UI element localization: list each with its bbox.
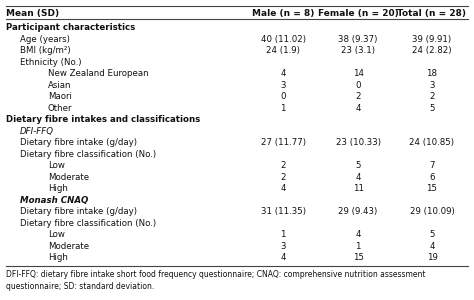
Text: 24 (10.85): 24 (10.85) (410, 138, 455, 147)
Text: 15: 15 (427, 184, 438, 193)
Text: 3: 3 (281, 81, 286, 90)
Text: 1: 1 (281, 103, 286, 112)
Text: 7: 7 (429, 161, 435, 170)
Text: 3: 3 (429, 81, 435, 90)
Text: Asian: Asian (48, 81, 72, 90)
Text: Low: Low (48, 230, 65, 239)
Text: 40 (11.02): 40 (11.02) (261, 34, 306, 43)
Text: 23 (3.1): 23 (3.1) (341, 46, 375, 55)
Text: 4: 4 (356, 172, 361, 182)
Text: Dietary fibre classification (No.): Dietary fibre classification (No.) (20, 219, 156, 228)
Text: Dietary fibre intake (g/day): Dietary fibre intake (g/day) (20, 207, 137, 216)
Text: Monash CNAQ: Monash CNAQ (20, 196, 88, 205)
Text: 5: 5 (356, 161, 361, 170)
Text: BMI (kg/m²): BMI (kg/m²) (20, 46, 71, 55)
Text: 29 (9.43): 29 (9.43) (338, 207, 378, 216)
Text: Low: Low (48, 161, 65, 170)
Text: Moderate: Moderate (48, 172, 89, 182)
Text: 2: 2 (429, 92, 435, 101)
Text: 5: 5 (429, 103, 435, 112)
Text: 4: 4 (281, 69, 286, 78)
Text: 6: 6 (429, 172, 435, 182)
Text: 31 (11.35): 31 (11.35) (261, 207, 306, 216)
Text: Moderate: Moderate (48, 242, 89, 250)
Text: 1: 1 (281, 230, 286, 239)
Text: 15: 15 (353, 253, 364, 262)
Text: 14: 14 (353, 69, 364, 78)
Text: Dietary fibre intake (g/day): Dietary fibre intake (g/day) (20, 138, 137, 147)
Text: 27 (11.77): 27 (11.77) (261, 138, 306, 147)
Text: Other: Other (48, 103, 73, 112)
Text: 0: 0 (356, 81, 361, 90)
Text: High: High (48, 184, 68, 193)
Text: Age (years): Age (years) (20, 34, 70, 43)
Text: High: High (48, 253, 68, 262)
Text: DFI-FFQ: dietary fibre intake short food frequency questionnaire; CNAQ: comprehe: DFI-FFQ: dietary fibre intake short food… (6, 270, 426, 291)
Text: 2: 2 (281, 172, 286, 182)
Text: Dietary fibre classification (No.): Dietary fibre classification (No.) (20, 150, 156, 159)
Text: Male (n = 8): Male (n = 8) (252, 9, 314, 18)
Text: 4: 4 (356, 230, 361, 239)
Text: DFI-FFQ: DFI-FFQ (20, 127, 54, 136)
Text: 29 (10.09): 29 (10.09) (410, 207, 455, 216)
Text: 39 (9.91): 39 (9.91) (412, 34, 452, 43)
Text: Maori: Maori (48, 92, 72, 101)
Text: New Zealand European: New Zealand European (48, 69, 149, 78)
Text: 24 (1.9): 24 (1.9) (266, 46, 300, 55)
Text: 4: 4 (281, 184, 286, 193)
Text: 24 (2.82): 24 (2.82) (412, 46, 452, 55)
Text: Mean (SD): Mean (SD) (6, 9, 59, 18)
Text: 11: 11 (353, 184, 364, 193)
Text: 3: 3 (281, 242, 286, 250)
Text: 4: 4 (429, 242, 435, 250)
Text: 23 (10.33): 23 (10.33) (336, 138, 381, 147)
Text: 4: 4 (356, 103, 361, 112)
Text: 5: 5 (429, 230, 435, 239)
Text: Dietary fibre intakes and classifications: Dietary fibre intakes and classification… (6, 115, 200, 124)
Text: 38 (9.37): 38 (9.37) (338, 34, 378, 43)
Text: Participant characteristics: Participant characteristics (6, 23, 135, 32)
Text: 2: 2 (356, 92, 361, 101)
Text: 2: 2 (281, 161, 286, 170)
Text: 1: 1 (356, 242, 361, 250)
Text: Female (n = 20): Female (n = 20) (318, 9, 399, 18)
Text: 18: 18 (427, 69, 438, 78)
Text: 19: 19 (427, 253, 438, 262)
Text: Total (n = 28): Total (n = 28) (398, 9, 466, 18)
Text: 0: 0 (281, 92, 286, 101)
Text: 4: 4 (281, 253, 286, 262)
Text: Ethnicity (No.): Ethnicity (No.) (20, 58, 82, 67)
